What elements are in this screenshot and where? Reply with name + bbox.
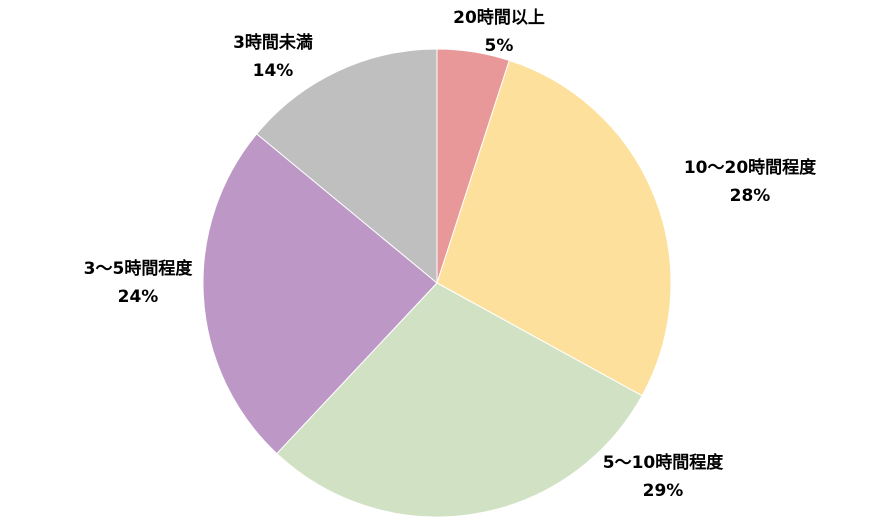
slice-label: 20時間以上 <box>453 8 545 28</box>
slice-label: 5～10時間程度 <box>602 453 724 473</box>
slice-percent: 24% <box>117 287 159 307</box>
label-10-20h: 10～20時間程度 28% <box>684 154 816 210</box>
slice-label: 3～5時間程度 <box>83 259 193 279</box>
label-under-3h: 3時間未満 14% <box>233 29 313 85</box>
slice-percent: 29% <box>642 481 684 501</box>
slice-label: 3時間未満 <box>233 33 313 53</box>
slice-percent: 5% <box>484 36 514 56</box>
pie-slice-1 <box>436 59 672 397</box>
label-3-5h: 3～5時間程度 24% <box>84 255 193 311</box>
label-5-10h: 5～10時間程度 29% <box>603 449 724 505</box>
pie-slice-4 <box>255 48 438 285</box>
pie-slice-3 <box>202 133 438 455</box>
label-20h-plus: 20時間以上 5% <box>453 4 545 60</box>
slice-label: 10～20時間程度 <box>683 158 817 178</box>
pie-slice-2 <box>276 282 643 518</box>
slice-percent: 28% <box>729 186 771 206</box>
slice-percent: 14% <box>252 61 294 81</box>
